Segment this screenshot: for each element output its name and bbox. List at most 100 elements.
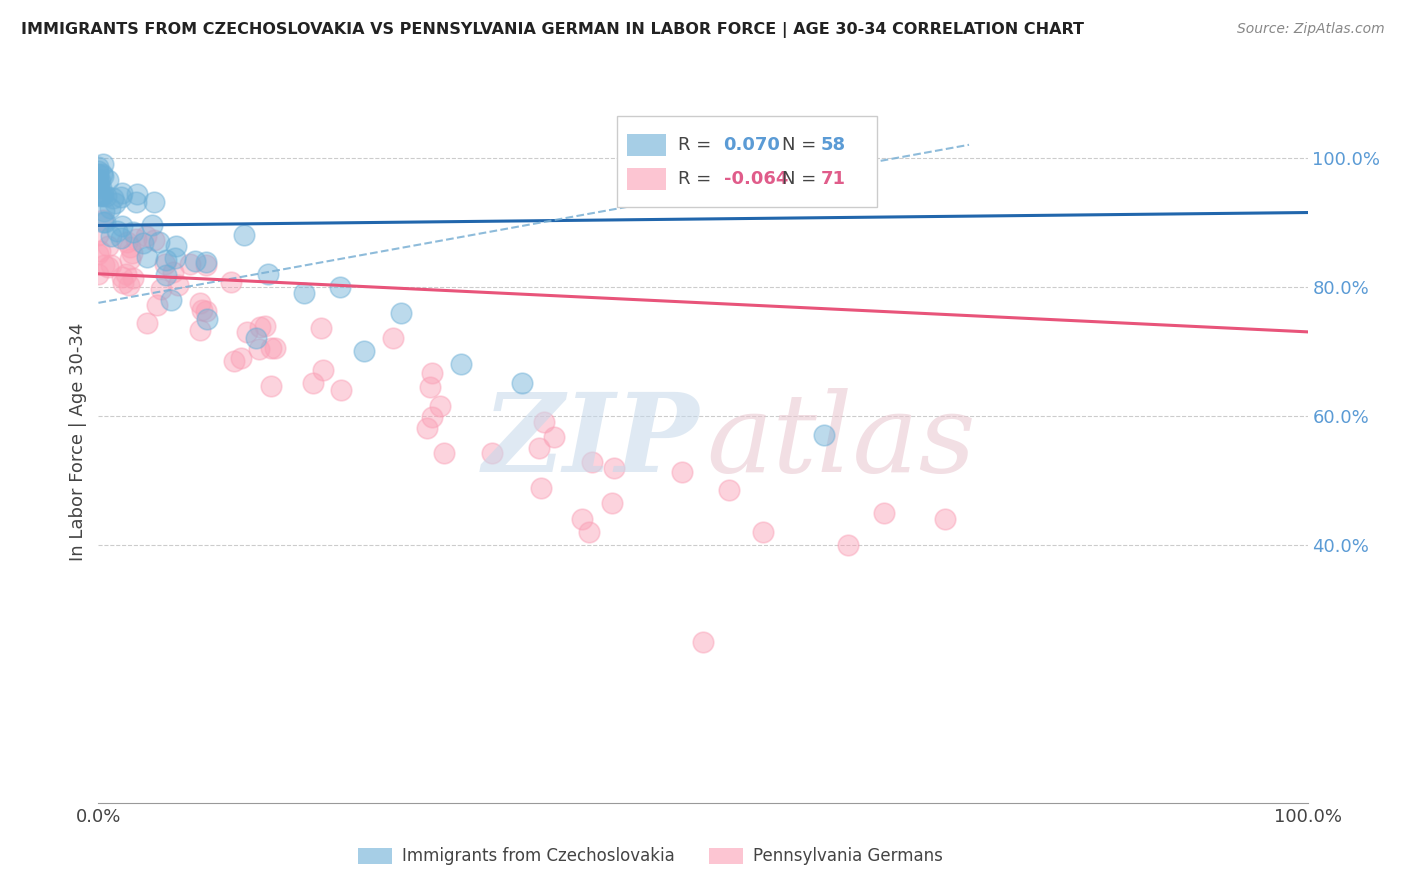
Immigrants from Czechoslovakia — [195, 312, 218, 326]
Immigrants from Czechoslovakia — [87, 176, 110, 190]
Text: N =: N = — [782, 170, 821, 188]
Immigrants from Czechoslovakia — [111, 186, 134, 200]
Pennsylvania Germans — [578, 524, 600, 539]
Pennsylvania Germans — [934, 512, 956, 526]
Immigrants from Czechoslovakia — [111, 219, 134, 234]
Immigrants from Czechoslovakia — [143, 194, 166, 209]
Pennsylvania Germans — [146, 298, 169, 312]
Pennsylvania Germans — [600, 496, 623, 510]
Immigrants from Czechoslovakia — [94, 214, 117, 228]
Pennsylvania Germans — [166, 277, 188, 292]
Pennsylvania Germans — [229, 351, 252, 365]
Immigrants from Czechoslovakia — [90, 188, 112, 202]
Text: ZIP: ZIP — [482, 388, 699, 495]
Immigrants from Czechoslovakia — [110, 231, 132, 245]
Pennsylvania Germans — [302, 376, 325, 390]
Immigrants from Czechoslovakia — [155, 252, 177, 267]
Pennsylvania Germans — [571, 512, 593, 526]
Immigrants from Czechoslovakia — [87, 187, 110, 202]
Pennsylvania Germans — [873, 506, 896, 520]
Pennsylvania Germans — [188, 323, 211, 337]
Pennsylvania Germans — [97, 239, 120, 253]
Text: R =: R = — [678, 170, 717, 188]
Pennsylvania Germans — [420, 409, 443, 424]
Pennsylvania Germans — [135, 228, 157, 243]
Immigrants from Czechoslovakia — [98, 201, 121, 215]
Pennsylvania Germans — [153, 257, 176, 271]
Immigrants from Czechoslovakia — [110, 189, 132, 203]
Immigrants from Czechoslovakia — [93, 203, 115, 218]
Pennsylvania Germans — [143, 233, 166, 247]
Immigrants from Czechoslovakia — [194, 254, 217, 268]
Pennsylvania Germans — [87, 267, 110, 281]
Immigrants from Czechoslovakia — [91, 169, 114, 183]
Immigrants from Czechoslovakia — [101, 190, 124, 204]
Immigrants from Czechoslovakia — [165, 251, 187, 265]
Text: Pennsylvania Germans: Pennsylvania Germans — [752, 847, 942, 864]
Immigrants from Czechoslovakia — [97, 173, 120, 187]
Pennsylvania Germans — [118, 240, 141, 254]
Bar — [627, 169, 665, 190]
Text: 71: 71 — [820, 170, 845, 188]
Immigrants from Czechoslovakia — [100, 228, 122, 243]
Pennsylvania Germans — [195, 303, 218, 318]
Immigrants from Czechoslovakia — [329, 279, 352, 293]
Text: atlas: atlas — [707, 388, 976, 495]
Pennsylvania Germans — [191, 303, 214, 318]
Immigrants from Czechoslovakia — [148, 235, 170, 249]
Pennsylvania Germans — [121, 245, 143, 260]
Pennsylvania Germans — [89, 244, 111, 258]
Immigrants from Czechoslovakia — [813, 428, 835, 442]
Pennsylvania Germans — [111, 270, 134, 285]
Immigrants from Czechoslovakia — [160, 293, 183, 307]
Immigrants from Czechoslovakia — [510, 376, 533, 391]
Immigrants from Czechoslovakia — [91, 157, 114, 171]
Immigrants from Czechoslovakia — [232, 228, 254, 243]
Pennsylvania Germans — [481, 445, 503, 459]
Pennsylvania Germans — [312, 363, 335, 377]
Immigrants from Czechoslovakia — [87, 160, 110, 174]
Immigrants from Czechoslovakia — [184, 254, 207, 268]
Text: R =: R = — [678, 136, 717, 154]
Pennsylvania Germans — [93, 258, 115, 272]
Pennsylvania Germans — [150, 282, 173, 296]
Pennsylvania Germans — [125, 232, 148, 246]
Immigrants from Czechoslovakia — [132, 236, 155, 251]
Immigrants from Czechoslovakia — [87, 167, 110, 181]
Pennsylvania Germans — [530, 482, 553, 496]
Pennsylvania Germans — [543, 430, 565, 444]
Immigrants from Czechoslovakia — [353, 344, 375, 359]
Pennsylvania Germans — [263, 341, 285, 355]
Pennsylvania Germans — [603, 460, 626, 475]
Text: IMMIGRANTS FROM CZECHOSLOVAKIA VS PENNSYLVANIA GERMAN IN LABOR FORCE | AGE 30-34: IMMIGRANTS FROM CZECHOSLOVAKIA VS PENNSY… — [21, 22, 1084, 38]
Pennsylvania Germans — [87, 247, 110, 261]
Pennsylvania Germans — [224, 354, 246, 368]
Pennsylvania Germans — [87, 228, 110, 243]
Pennsylvania Germans — [100, 258, 122, 272]
Bar — [627, 135, 665, 156]
Text: 0.070: 0.070 — [724, 136, 780, 154]
Pennsylvania Germans — [429, 399, 451, 413]
Immigrants from Czechoslovakia — [245, 331, 267, 345]
Pennsylvania Germans — [122, 271, 145, 285]
Pennsylvania Germans — [235, 325, 257, 339]
Pennsylvania Germans — [194, 258, 217, 272]
Immigrants from Czechoslovakia — [155, 268, 177, 283]
Immigrants from Czechoslovakia — [87, 178, 110, 193]
Pennsylvania Germans — [309, 321, 332, 335]
Pennsylvania Germans — [118, 278, 141, 293]
Immigrants from Czechoslovakia — [89, 174, 111, 188]
Pennsylvania Germans — [93, 213, 115, 227]
Immigrants from Czechoslovakia — [87, 178, 110, 192]
Immigrants from Czechoslovakia — [450, 357, 472, 371]
Pennsylvania Germans — [329, 383, 352, 397]
Pennsylvania Germans — [527, 441, 550, 455]
Immigrants from Czechoslovakia — [104, 196, 127, 211]
Pennsylvania Germans — [416, 421, 439, 435]
Immigrants from Czechoslovakia — [87, 186, 110, 200]
Pennsylvania Germans — [112, 276, 135, 290]
Immigrants from Czechoslovakia — [87, 164, 110, 178]
Immigrants from Czechoslovakia — [125, 187, 148, 202]
Pennsylvania Germans — [115, 267, 138, 281]
Immigrants from Czechoslovakia — [87, 175, 110, 189]
